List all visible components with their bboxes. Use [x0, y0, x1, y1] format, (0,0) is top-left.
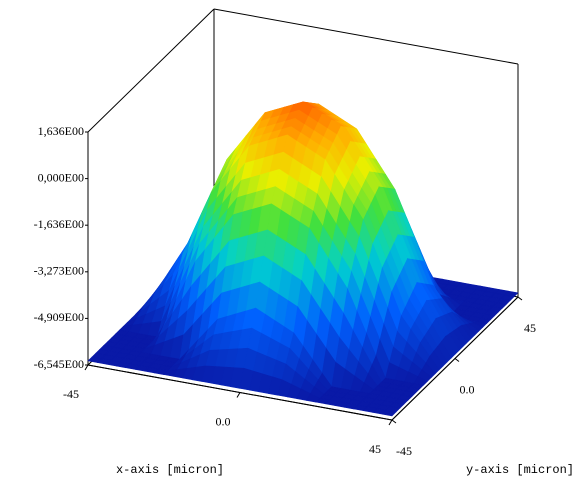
- x-tick: [236, 392, 241, 398]
- x-tick: [84, 364, 89, 371]
- y-tick-label: 0.0: [460, 382, 475, 396]
- box-edge: [213, 8, 519, 65]
- x-tick-label: 45: [369, 442, 381, 456]
- x-tick-label: -45: [63, 387, 79, 401]
- y-axis-label: y-axis [micron]: [466, 463, 574, 477]
- y-tick-label: 45: [524, 321, 536, 335]
- x-tick: [388, 419, 393, 426]
- y-tick: [454, 358, 460, 362]
- z-tick-label: 1,636E00: [38, 124, 84, 138]
- z-tick-label: -3,273E00: [34, 264, 84, 278]
- y-tick: [391, 419, 397, 424]
- y-tick-label: -45: [396, 444, 412, 458]
- z-tick-label: -6,545E00: [34, 357, 84, 371]
- z-tick-label: -1,636E00: [34, 217, 84, 231]
- surface-patch: [381, 409, 397, 417]
- z-tick-label: -4,909E00: [34, 310, 84, 324]
- x-axis-label: x-axis [micron]: [116, 463, 224, 477]
- y-tick: [517, 296, 523, 301]
- z-tick-label: 0,000E00: [38, 170, 84, 184]
- box-edge: [87, 8, 215, 133]
- x-tick-label: 0.0: [216, 414, 231, 428]
